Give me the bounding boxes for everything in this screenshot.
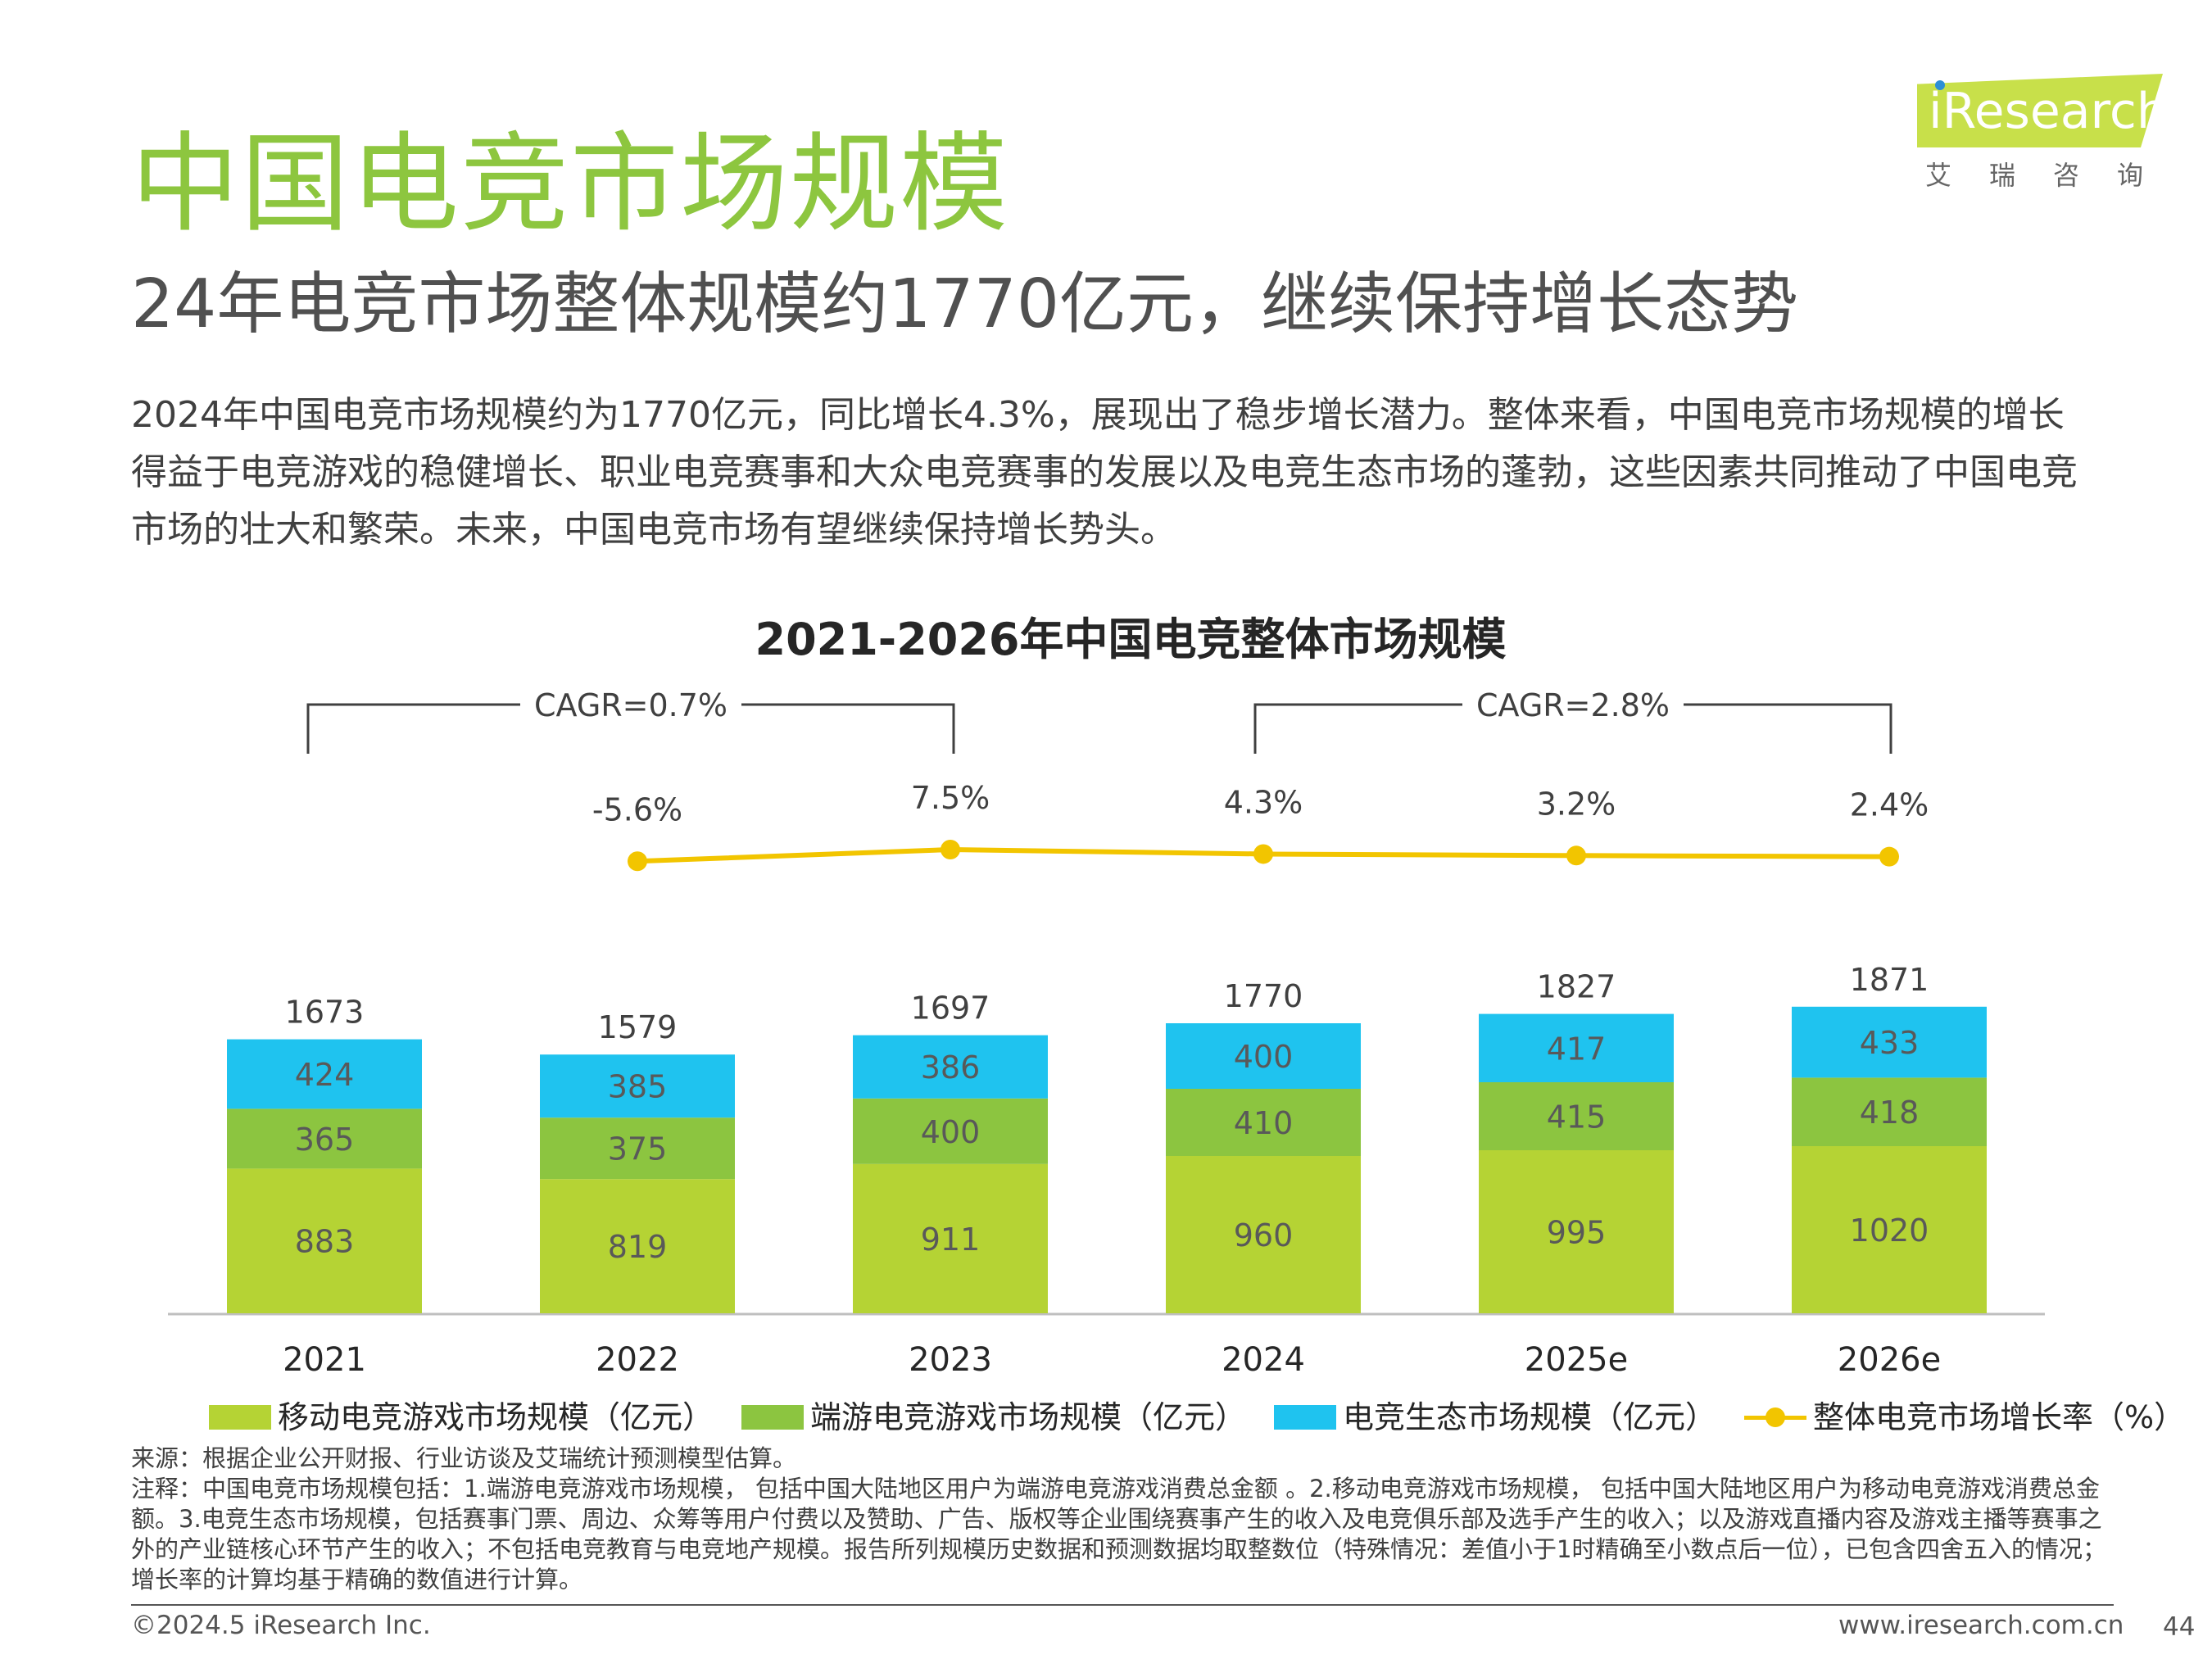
bar-segment-ecosystem-2024: [1166, 1023, 1361, 1089]
bar-segment-ecosystem-2021: [227, 1039, 422, 1109]
bar-total-label-2025e: 1827: [1537, 969, 1616, 1005]
cagr-bracket-left-1: [1253, 703, 1462, 754]
legend-swatch-mobile: [209, 1405, 271, 1430]
bar-segment-pc-2024: [1166, 1089, 1361, 1156]
bar-value-label-mobile-2025e: 995: [1547, 1215, 1607, 1251]
page-number: 44: [2163, 1612, 2196, 1642]
stacked-bar-chart: 883 365 424 1673 2021 819 375 385 1579 2022 911 400…: [168, 687, 2045, 1379]
bar-total-label-2024: 1770: [1224, 978, 1303, 1014]
legend-label-ecosystem: 电竞生态市场规模（亿元）: [1343, 1399, 1717, 1435]
growth-label-2025e: 3.2%: [1537, 786, 1616, 822]
bar-value-label-pc-2021: 365: [295, 1122, 355, 1158]
bar-total-label-2023: 1697: [911, 990, 990, 1027]
copyright: ©2024.5 iResearch Inc.: [131, 1611, 431, 1640]
legend-item-mobile: 移动电竞游戏市场规模（亿元）: [209, 1397, 714, 1438]
website: www.iresearch.com.cn: [1838, 1611, 2124, 1640]
bar-value-label-ecosystem-2021: 424: [295, 1057, 355, 1093]
bar-value-label-pc-2022: 375: [608, 1131, 668, 1167]
growth-label-2023: 7.5%: [911, 780, 990, 816]
bar-segment-ecosystem-2023: [853, 1035, 1048, 1099]
growth-label-2026e: 2.4%: [1850, 787, 1929, 823]
bar-segment-pc-2026e: [1792, 1077, 1987, 1146]
x-tick-label-2021: 2021: [283, 1341, 366, 1379]
bar-segment-pc-2022: [540, 1117, 735, 1180]
bar-segment-mobile-2026e: [1792, 1146, 1987, 1313]
bar-total-label-2026e: 1871: [1850, 962, 1929, 998]
growth-point-2026e: [1879, 846, 1899, 867]
x-tick-label-2026e: 2026e: [1838, 1341, 1941, 1379]
logo-dot: [1935, 80, 1945, 90]
logo-wordmark: iResearch: [1929, 83, 2168, 140]
bar-segment-mobile-2021: [227, 1168, 422, 1313]
bar-segment-mobile-2023: [853, 1163, 1048, 1313]
chart-legend: 移动电竞游戏市场规模（亿元） 端游电竞游戏市场规模（亿元） 电竞生态市场规模（亿…: [209, 1393, 2185, 1442]
cagr-label-0: CAGR=0.7%: [534, 687, 728, 723]
bar-value-label-ecosystem-2025e: 417: [1547, 1031, 1607, 1067]
summary-text: 2024年中国电竞市场规模约为1770亿元，同比增长4.3%，展现出了稳步增长潜…: [131, 394, 2078, 551]
bar-segment-ecosystem-2025e: [1479, 1013, 1674, 1082]
logo-chinese-name: 艾瑞咨询: [1925, 160, 2182, 191]
bar-value-label-pc-2025e: 415: [1547, 1099, 1607, 1135]
legend-item-ecosystem: 电竞生态市场规模（亿元）: [1274, 1397, 1716, 1438]
legend-item-pc: 端游电竞游戏市场规模（亿元）: [741, 1397, 1246, 1438]
bar-value-label-mobile-2022: 819: [608, 1229, 668, 1265]
legend-swatch-pc: [741, 1405, 805, 1430]
bar-value-label-ecosystem-2022: 385: [608, 1069, 668, 1105]
bar-segment-ecosystem-2022: [540, 1054, 735, 1118]
growth-point-2025e: [1566, 845, 1586, 866]
bar-segment-mobile-2025e: [1479, 1150, 1674, 1313]
growth-point-2022: [628, 851, 647, 872]
source-note: 来源：根据企业公开财报、行业访谈及艾瑞统计预测模型估算。: [131, 1444, 797, 1472]
growth-point-2024: [1253, 844, 1273, 864]
bar-value-label-pc-2023: 400: [921, 1114, 981, 1150]
legend-label-mobile: 移动电竞游戏市场规模（亿元）: [278, 1399, 714, 1435]
bar-segment-pc-2021: [227, 1108, 422, 1169]
cagr-bracket-left-0: [306, 703, 520, 754]
chart-title: 2021-2026年中国电竞整体市场规模: [755, 614, 1507, 665]
x-tick-label-2025e: 2025e: [1525, 1341, 1628, 1379]
x-tick-label-2024: 2024: [1222, 1341, 1305, 1379]
x-tick-label-2022: 2022: [596, 1341, 679, 1379]
logo-badge: [1917, 74, 2163, 147]
growth-label-2024: 4.3%: [1224, 784, 1303, 820]
cagr-bracket-right-0: [741, 703, 955, 754]
bar-value-label-pc-2026e: 418: [1860, 1095, 1920, 1131]
bar-value-label-pc-2024: 410: [1234, 1105, 1294, 1141]
bar-segment-pc-2023: [853, 1098, 1048, 1164]
bar-value-label-mobile-2024: 960: [1234, 1217, 1294, 1253]
legend-swatch-ecosystem: [1274, 1405, 1337, 1430]
bar-total-label-2022: 1579: [598, 1009, 678, 1045]
x-tick-label-2023: 2023: [909, 1341, 992, 1379]
bar-value-label-ecosystem-2026e: 433: [1860, 1025, 1920, 1061]
bar-value-label-mobile-2023: 911: [921, 1222, 981, 1258]
bar-segment-mobile-2024: [1166, 1156, 1361, 1313]
bar-value-label-mobile-2026e: 1020: [1850, 1213, 1929, 1249]
growth-label-2022: -5.6%: [592, 791, 682, 827]
legend-label-growth: 整体电竞市场增长率（%）: [1813, 1399, 2186, 1435]
bar-value-label-ecosystem-2024: 400: [1234, 1039, 1294, 1075]
definition-note: 注释：中国电竞市场规模包括：1.端游电竞游戏市场规模， 包括中国大陆地区用户为端…: [131, 1475, 2106, 1593]
bar-segment-ecosystem-2026e: [1792, 1006, 1987, 1078]
legend-item-growth: 整体电竞市场增长率（%）: [1744, 1397, 2185, 1438]
bar-segment-mobile-2022: [540, 1179, 735, 1313]
bar-value-label-mobile-2021: 883: [295, 1224, 355, 1260]
cagr-label-1: CAGR=2.8%: [1476, 687, 1670, 723]
chart-notes: 来源：根据企业公开财报、行业访谈及艾瑞统计预测模型估算。 注释：中国电竞市场规模…: [131, 1444, 2114, 1595]
page-title: 中国电竞市场规模: [131, 121, 1009, 247]
cagr-bracket-right-1: [1684, 703, 1892, 754]
iresearch-logo: iResearch 艾瑞咨询: [1917, 74, 2182, 205]
page-subtitle: 24年电竞市场整体规模约1770亿元，继续保持增长态势: [131, 265, 1799, 343]
legend-label-pc: 端游电竞游戏市场规模（亿元）: [810, 1399, 1247, 1435]
bar-total-label-2021: 1673: [285, 995, 365, 1031]
legend-line-marker: [1744, 1405, 1807, 1430]
bar-segment-pc-2025e: [1479, 1082, 1674, 1150]
footer-divider: [131, 1604, 2114, 1606]
growth-point-2023: [941, 840, 960, 859]
bar-value-label-ecosystem-2023: 386: [921, 1049, 981, 1086]
